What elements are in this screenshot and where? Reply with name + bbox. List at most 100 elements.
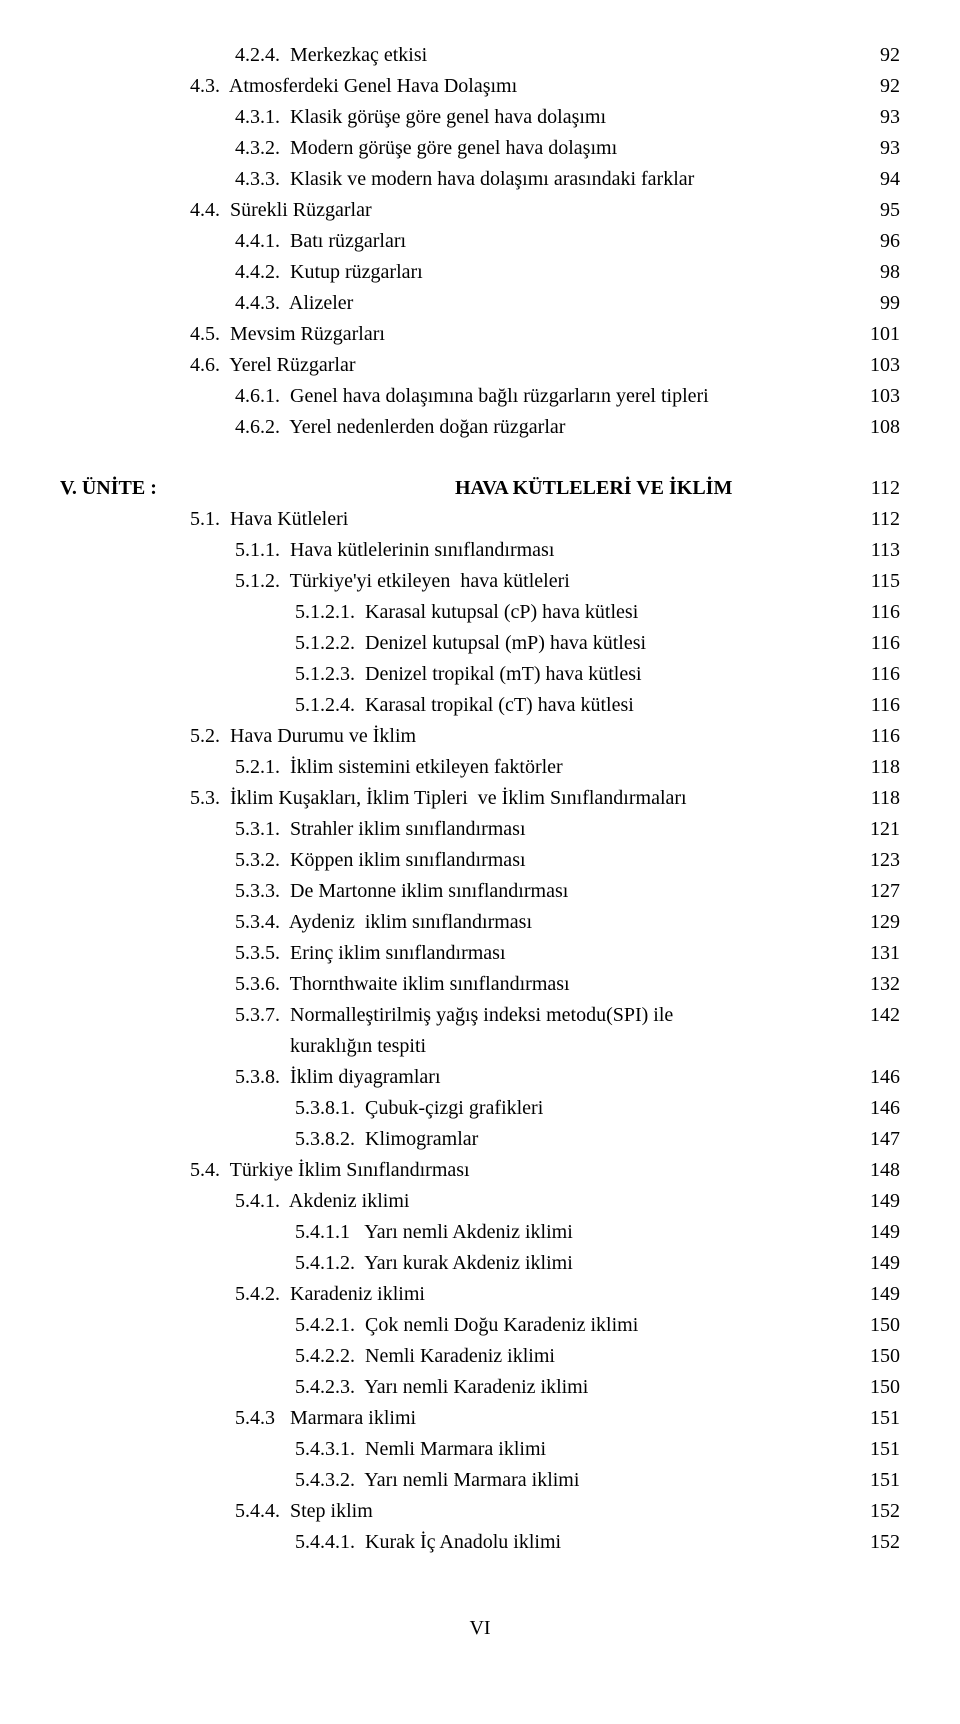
toc-row: 4.4. Sürekli Rüzgarlar95 — [60, 195, 900, 226]
toc-entry-label: 4.6. Yerel Rüzgarlar — [190, 350, 850, 381]
toc-unit-heading: V. ÜNİTE : HAVA KÜTLELERİ VE İKLİM 112 — [60, 473, 900, 504]
toc-row: 4.4.1. Batı rüzgarları96 — [60, 226, 900, 257]
toc-entry-page: 151 — [850, 1403, 900, 1434]
toc-entry-page: 116 — [850, 628, 900, 659]
toc-entry-label: 5.4.1.1 Yarı nemli Akdeniz iklimi — [295, 1217, 850, 1248]
toc-entry-label: 4.4. Sürekli Rüzgarlar — [190, 195, 850, 226]
toc-entry-page: 149 — [850, 1248, 900, 1279]
toc-entry-label: 4.2.4. Merkezkaç etkisi — [235, 40, 850, 71]
toc-entry-page: 148 — [850, 1155, 900, 1186]
toc-row: 5.4.3 Marmara iklimi151 — [60, 1403, 900, 1434]
toc-row: 5.4. Türkiye İklim Sınıflandırması148 — [60, 1155, 900, 1186]
toc-entry-label: 5.3.6. Thornthwaite iklim sınıflandırmas… — [235, 969, 850, 1000]
toc-entry-page: 151 — [850, 1465, 900, 1496]
toc-entry-page: 116 — [850, 597, 900, 628]
toc-entry-page: 103 — [850, 350, 900, 381]
toc-entry-page: 121 — [850, 814, 900, 845]
toc-row: 4.6. Yerel Rüzgarlar103 — [60, 350, 900, 381]
toc-row: 4.6.2. Yerel nedenlerden doğan rüzgarlar… — [60, 412, 900, 443]
toc-row: 5.3.6. Thornthwaite iklim sınıflandırmas… — [60, 969, 900, 1000]
toc-entry-label: 4.4.1. Batı rüzgarları — [235, 226, 850, 257]
toc-row: 4.5. Mevsim Rüzgarları101 — [60, 319, 900, 350]
toc-entry-page: 131 — [850, 938, 900, 969]
toc-row: 5.2.1. İklim sistemini etkileyen faktörl… — [60, 752, 900, 783]
toc-entry-label: 5.3. İklim Kuşakları, İklim Tipleri ve İ… — [190, 783, 850, 814]
toc-row: 5.3.8.1. Çubuk-çizgi grafikleri146 — [60, 1093, 900, 1124]
toc-row: 5.3.2. Köppen iklim sınıflandırması123 — [60, 845, 900, 876]
toc-entry-label: 4.4.2. Kutup rüzgarları — [235, 257, 850, 288]
toc-entry-label: 5.3.7. Normalleştirilmiş yağış indeksi m… — [235, 1000, 850, 1062]
toc-entry-page: 149 — [850, 1279, 900, 1310]
toc-row: 4.6.1. Genel hava dolaşımına bağlı rüzga… — [60, 381, 900, 412]
toc-row: 4.3.2. Modern görüşe göre genel hava dol… — [60, 133, 900, 164]
toc-row: 5.1.2. Türkiye'yi etkileyen hava kütlele… — [60, 566, 900, 597]
toc-row: 5.1.2.3. Denizel tropikal (mT) hava kütl… — [60, 659, 900, 690]
toc-row: 4.3.3. Klasik ve modern hava dolaşımı ar… — [60, 164, 900, 195]
toc-entry-label: 4.3. Atmosferdeki Genel Hava Dolaşımı — [190, 71, 850, 102]
toc-entry-label: 4.3.3. Klasik ve modern hava dolaşımı ar… — [235, 164, 850, 195]
toc-entry-label: 5.3.2. Köppen iklim sınıflandırması — [235, 845, 850, 876]
toc-row: 5.4.1.2. Yarı kurak Akdeniz iklimi149 — [60, 1248, 900, 1279]
toc-entry-page: 112 — [850, 504, 900, 535]
toc-row: 4.4.2. Kutup rüzgarları98 — [60, 257, 900, 288]
toc-entry-page: 127 — [850, 876, 900, 907]
toc-entry-page: 118 — [850, 752, 900, 783]
toc-entry-page: 150 — [850, 1372, 900, 1403]
toc-entry-label: 4.4.3. Alizeler — [235, 288, 850, 319]
unit-title: HAVA KÜTLELERİ VE İKLİM — [455, 473, 850, 504]
unit-page: 112 — [850, 473, 900, 504]
toc-entry-page: 115 — [850, 566, 900, 597]
toc-entry-page: 132 — [850, 969, 900, 1000]
toc-entry-label: 5.1.1. Hava kütlelerinin sınıflandırması — [235, 535, 850, 566]
toc-row: 5.3.1. Strahler iklim sınıflandırması121 — [60, 814, 900, 845]
toc-row: 5.4.3.2. Yarı nemli Marmara iklimi151 — [60, 1465, 900, 1496]
toc-entry-page: 99 — [850, 288, 900, 319]
toc-entry-label: 5.3.3. De Martonne iklim sınıflandırması — [235, 876, 850, 907]
toc-entry-page: 96 — [850, 226, 900, 257]
toc-row: 5.4.2. Karadeniz iklimi149 — [60, 1279, 900, 1310]
toc-row: 5.1.2.1. Karasal kutupsal (cP) hava kütl… — [60, 597, 900, 628]
toc-entry-label: 5.3.8. İklim diyagramları — [235, 1062, 850, 1093]
toc-entry-label: 4.6.2. Yerel nedenlerden doğan rüzgarlar — [235, 412, 850, 443]
toc-row: 5.3.7. Normalleştirilmiş yağış indeksi m… — [60, 1000, 900, 1062]
toc-entry-page: 152 — [850, 1527, 900, 1558]
toc-row: 5.4.1.1 Yarı nemli Akdeniz iklimi149 — [60, 1217, 900, 1248]
toc-row: 5.4.1. Akdeniz iklimi149 — [60, 1186, 900, 1217]
toc-entry-label: 5.3.8.1. Çubuk-çizgi grafikleri — [295, 1093, 850, 1124]
toc-entry-page: 103 — [850, 381, 900, 412]
toc-entry-page: 146 — [850, 1062, 900, 1093]
toc-entry-label: 4.3.2. Modern görüşe göre genel hava dol… — [235, 133, 850, 164]
toc-entry-page: 93 — [850, 102, 900, 133]
toc-entry-label: 5.3.4. Aydeniz iklim sınıflandırması — [235, 907, 850, 938]
toc-row: 4.2.4. Merkezkaç etkisi92 — [60, 40, 900, 71]
toc-entry-label: 4.5. Mevsim Rüzgarları — [190, 319, 850, 350]
toc-entry-page: 98 — [850, 257, 900, 288]
toc-entry-label: 5.1.2.1. Karasal kutupsal (cP) hava kütl… — [295, 597, 850, 628]
toc-entry-page: 95 — [850, 195, 900, 226]
toc-entry-label: 5.1.2.4. Karasal tropikal (cT) hava kütl… — [295, 690, 850, 721]
toc-entry-label: 5.1. Hava Kütleleri — [190, 504, 850, 535]
toc-entry-page: 116 — [850, 690, 900, 721]
page-number-footer: VI — [60, 1613, 900, 1644]
toc-entry-page: 94 — [850, 164, 900, 195]
toc-row: 4.3.1. Klasik görüşe göre genel hava dol… — [60, 102, 900, 133]
toc-entry-label: 5.4.2.1. Çok nemli Doğu Karadeniz iklimi — [295, 1310, 850, 1341]
toc-row: 5.4.4. Step iklim152 — [60, 1496, 900, 1527]
toc-row: 5.1.2.4. Karasal tropikal (cT) hava kütl… — [60, 690, 900, 721]
toc-row: 5.4.2.2. Nemli Karadeniz iklimi150 — [60, 1341, 900, 1372]
toc-row: 5.4.2.3. Yarı nemli Karadeniz iklimi150 — [60, 1372, 900, 1403]
toc-entry-label: 5.3.5. Erinç iklim sınıflandırması — [235, 938, 850, 969]
toc-row: 5.3.8. İklim diyagramları146 — [60, 1062, 900, 1093]
toc-row: 5.3.4. Aydeniz iklim sınıflandırması129 — [60, 907, 900, 938]
toc-entry-label: 5.4.4. Step iklim — [235, 1496, 850, 1527]
toc-entry-label: 5.4.1. Akdeniz iklimi — [235, 1186, 850, 1217]
toc-entry-label: 5.4.4.1. Kurak İç Anadolu iklimi — [295, 1527, 850, 1558]
toc-entry-page: 101 — [850, 319, 900, 350]
toc-row: 5.3.3. De Martonne iklim sınıflandırması… — [60, 876, 900, 907]
toc-entry-page: 150 — [850, 1310, 900, 1341]
toc-entry-label: 5.4.2.2. Nemli Karadeniz iklimi — [295, 1341, 850, 1372]
unit-label: V. ÜNİTE : — [60, 473, 455, 504]
toc-entry-label: 5.4.2. Karadeniz iklimi — [235, 1279, 850, 1310]
toc-entry-page: 142 — [850, 1000, 900, 1031]
toc-entry-page: 151 — [850, 1434, 900, 1465]
